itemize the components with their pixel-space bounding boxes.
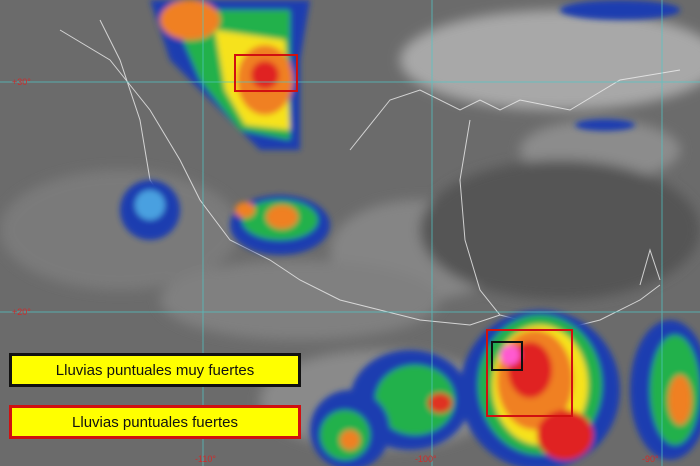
very-strong-rain-box	[491, 341, 523, 371]
lat-20-label: +20°	[12, 307, 31, 317]
legend-strong-rain: Lluvias puntuales fuertes	[9, 405, 301, 439]
precipitation-cells	[120, 0, 700, 466]
lat-30-label: +30°	[12, 77, 31, 87]
lon-100-label: -100°	[415, 454, 437, 464]
strong-rain-box-south	[486, 329, 573, 417]
lon-110-label: -110°	[195, 454, 216, 464]
legend-very-strong-rain: Lluvias puntuales muy fuertes	[9, 353, 301, 387]
lon-90-label: -90°	[642, 454, 659, 464]
strong-rain-box-north	[234, 54, 298, 92]
